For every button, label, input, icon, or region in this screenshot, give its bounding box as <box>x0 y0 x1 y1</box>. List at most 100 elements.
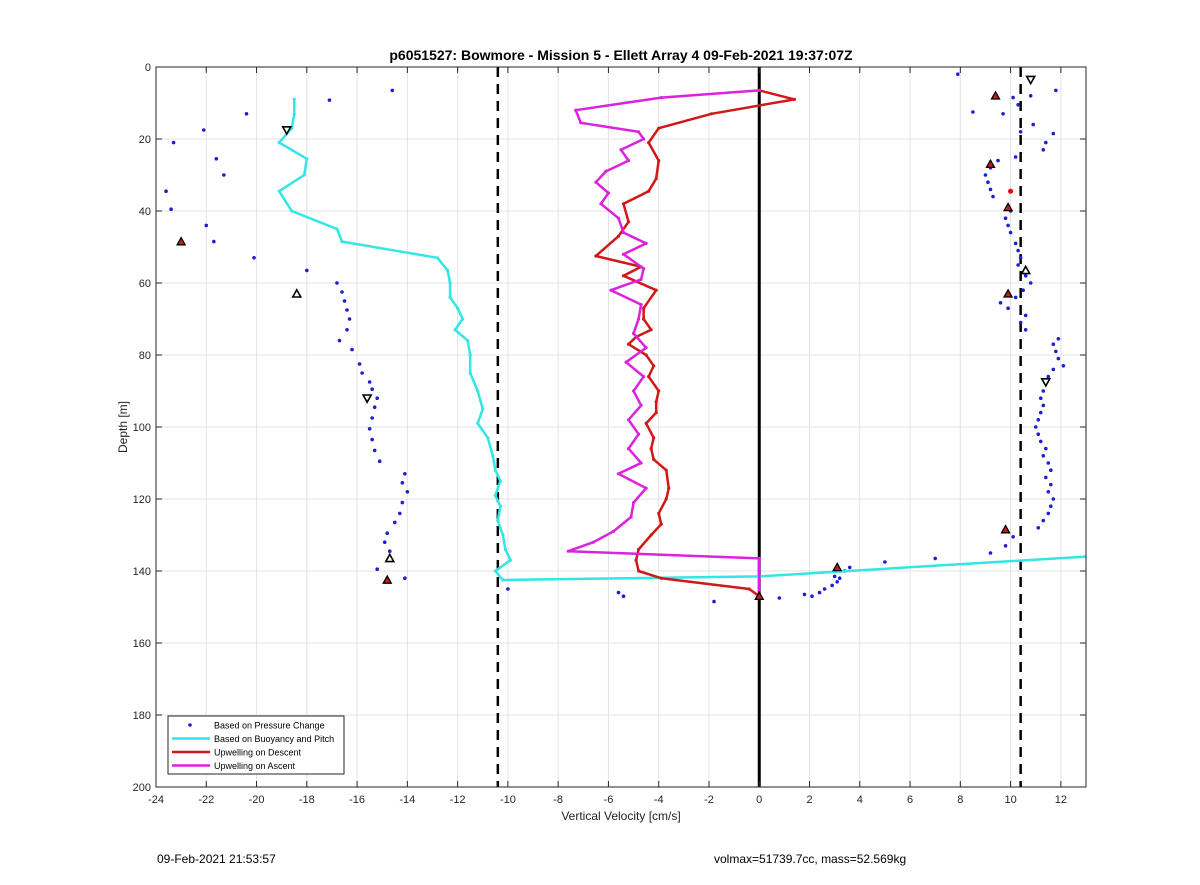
pressure-point <box>345 308 349 312</box>
upward-marker <box>176 236 187 246</box>
pressure-point <box>983 173 988 177</box>
pressure-point <box>1056 356 1061 361</box>
direction-marker <box>1040 377 1052 388</box>
pressure-point <box>1043 446 1048 451</box>
pressure-point <box>1011 95 1015 100</box>
pressure-point <box>1031 122 1036 127</box>
series-line-point <box>709 112 714 116</box>
series-line-point <box>621 202 626 206</box>
pressure-point <box>403 472 407 476</box>
series-line-point <box>476 421 480 425</box>
pressure-point <box>506 587 510 591</box>
pressure-point <box>1046 511 1051 516</box>
pressure-point <box>802 592 807 597</box>
series-line-point <box>292 112 296 116</box>
series-line-point <box>664 497 668 501</box>
x-tick-label: -6 <box>604 794 614 806</box>
pressure-point <box>1051 497 1056 501</box>
pressure-point <box>370 387 374 392</box>
pressure-point <box>375 567 379 571</box>
series-line-point <box>468 371 472 375</box>
series-line-point <box>792 97 797 101</box>
pressure-point <box>1018 320 1023 325</box>
pressure-point <box>1021 288 1025 293</box>
series-line-point <box>591 540 595 544</box>
pressure-point <box>347 317 352 321</box>
pressure-point <box>1036 526 1041 530</box>
x-tick-label: 10 <box>1004 794 1016 806</box>
series-line-point <box>626 220 631 224</box>
pressure-point <box>988 187 993 192</box>
series-line-point <box>757 88 761 92</box>
pressure-point <box>830 583 834 588</box>
y-tick-label: 200 <box>133 782 151 794</box>
x-axis-label: Vertical Velocity [cm/s] <box>561 809 680 823</box>
pressure-point <box>1016 103 1020 107</box>
series-line-point <box>649 328 653 332</box>
series-line-point <box>461 317 465 321</box>
series-line-point <box>634 558 638 562</box>
pressure-point <box>998 301 1003 305</box>
series-line-point <box>657 159 661 163</box>
pressure-point <box>372 448 377 453</box>
legend-label: Upwelling on Descent <box>214 748 302 758</box>
pressure-point <box>996 158 1000 163</box>
pressure-point <box>400 481 405 485</box>
y-tick-label: 20 <box>139 134 151 146</box>
series-line-point <box>626 159 631 163</box>
series-line-point <box>652 364 656 368</box>
series-line-point <box>659 96 663 100</box>
pressure-point <box>616 590 621 595</box>
series-line-point <box>456 306 460 310</box>
y-axis-label: Depth [m] <box>116 401 130 453</box>
chart-title: p6051527: Bowmore - Mission 5 - Ellett A… <box>389 47 853 63</box>
series-line-point <box>644 346 648 350</box>
legend-swatch-dot <box>188 723 192 727</box>
pressure-point <box>164 189 168 193</box>
pressure-point <box>1054 349 1058 354</box>
pressure-point <box>991 194 995 199</box>
pressure-point <box>956 72 960 76</box>
series-line-point <box>654 177 658 181</box>
x-tick-label: 0 <box>756 794 762 806</box>
series-line-point <box>501 533 505 537</box>
pressure-point <box>169 207 173 211</box>
series-line-point <box>594 180 598 184</box>
legend-label: Upwelling on Ascent <box>214 761 296 771</box>
series-line-point <box>657 511 661 515</box>
series-line-point <box>335 227 339 231</box>
series-line-point <box>290 209 294 213</box>
series-line-point <box>453 328 457 332</box>
pressure-point <box>1038 410 1043 415</box>
series-line-point <box>481 407 485 411</box>
series-line-point <box>652 457 656 461</box>
x-tick-label: -22 <box>198 794 214 806</box>
series-line-point <box>566 549 570 553</box>
series-line-point <box>647 375 651 379</box>
x-tick-label: 4 <box>857 794 863 806</box>
footer-timestamp: 09-Feb-2021 21:53:57 <box>157 852 276 866</box>
pressure-point <box>1038 396 1043 401</box>
pressure-point <box>1061 364 1066 368</box>
pressure-point <box>971 110 975 114</box>
y-tick-label: 80 <box>139 350 151 362</box>
pressure-point <box>837 576 842 580</box>
series-line-point <box>657 389 661 393</box>
pressure-point <box>375 396 379 401</box>
x-tick-label: -16 <box>349 794 365 806</box>
upward-marker <box>832 562 843 572</box>
pressure-point <box>212 239 216 244</box>
pressure-point <box>252 255 256 260</box>
upward-marker <box>985 158 996 169</box>
series-group <box>164 72 1086 604</box>
pressure-point <box>1001 112 1005 116</box>
series-line-point <box>636 317 641 321</box>
pressure-point <box>1003 544 1008 548</box>
pressure-point <box>1006 306 1010 311</box>
series-line-point <box>659 576 663 580</box>
series-line-point <box>636 569 641 573</box>
x-tick-label: -4 <box>654 794 664 806</box>
series-line-point <box>621 231 626 235</box>
series-line-point <box>498 479 502 483</box>
pressure-point <box>335 281 339 285</box>
